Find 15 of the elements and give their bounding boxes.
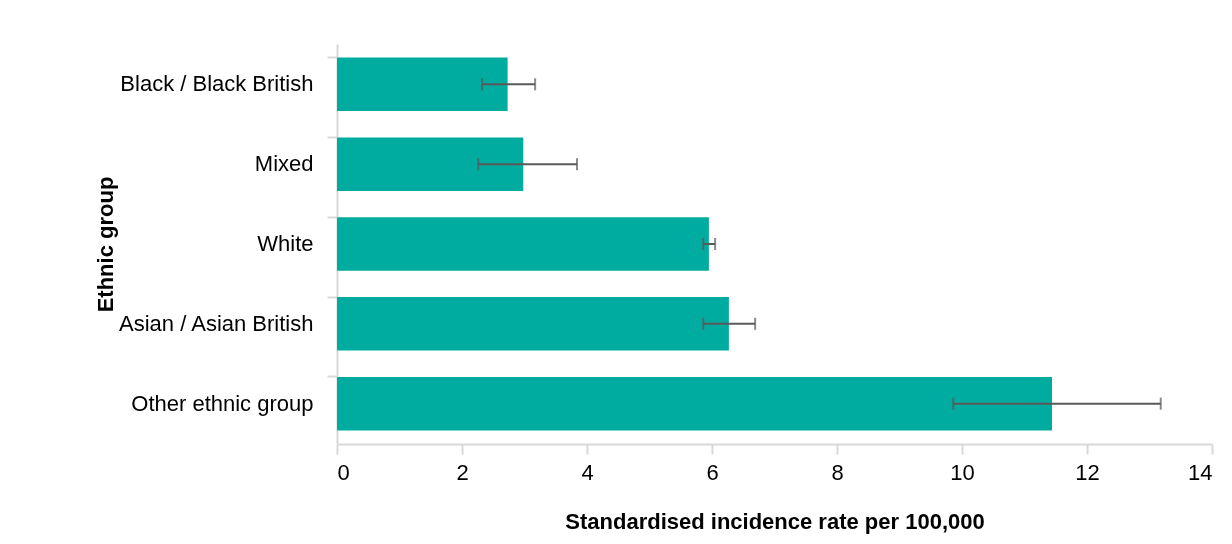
y-tick-label: Other ethnic group [131, 390, 314, 416]
x-tick-label: 14 [1188, 459, 1213, 485]
x-tick-label: 0 [337, 459, 350, 485]
y-tick-label: Mixed [254, 151, 314, 177]
x-tick-label: 12 [1075, 459, 1100, 485]
x-axis-title: Standardised incidence rate per 100,000 [565, 508, 985, 534]
y-tick-label: Asian / Asian British [119, 310, 314, 336]
y-axis-title: Ethnic group [92, 176, 118, 313]
x-tick-label: 10 [950, 459, 975, 485]
y-tick-label: Black / Black British [120, 71, 314, 97]
x-tick-label: 8 [831, 459, 844, 485]
x-tick-label: 2 [456, 459, 469, 485]
x-tick-label: 6 [706, 459, 719, 485]
y-tick-label: White [257, 231, 314, 256]
x-tick-label: 4 [581, 459, 594, 485]
